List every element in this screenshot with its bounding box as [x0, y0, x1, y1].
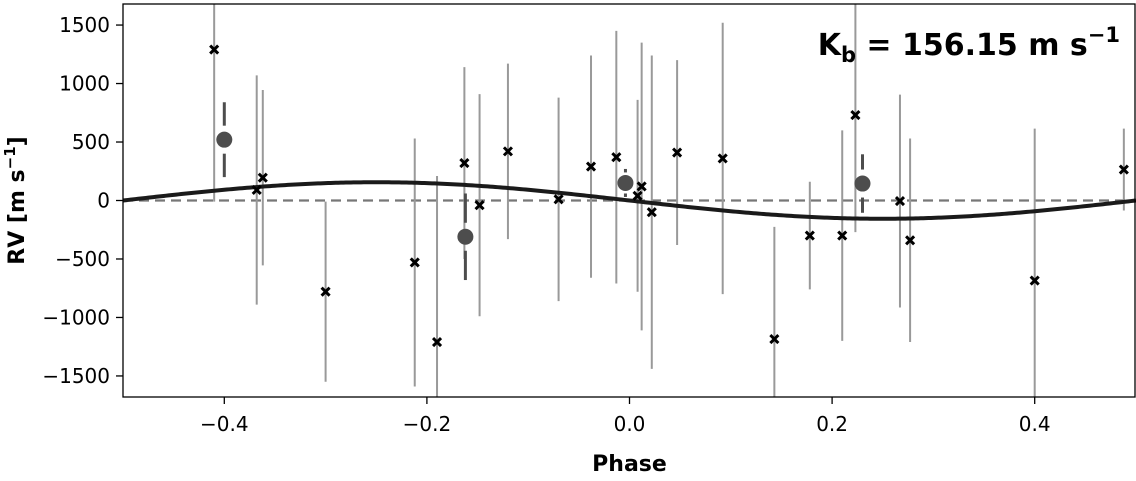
y-tick-label: −1500 [42, 364, 110, 388]
rv-point-stroke [251, 184, 262, 196]
rv-point [251, 184, 262, 196]
y-tick-label: 500 [72, 130, 110, 154]
rv-point-stroke [1118, 164, 1129, 175]
rv-point [905, 235, 916, 246]
x-tick-label: −0.2 [403, 412, 452, 436]
rv-point-stroke [553, 194, 564, 205]
rv-point [320, 286, 331, 297]
rv-point-stroke [409, 257, 420, 268]
rv-point [769, 334, 780, 345]
rv-point [474, 200, 485, 211]
rv-point-stroke [611, 152, 622, 163]
rv-point-stroke [804, 230, 815, 241]
y-tick-label: −500 [55, 247, 110, 271]
rv-point-stroke [894, 196, 906, 207]
rv-point-stroke [850, 110, 861, 121]
rv-point-stroke [502, 146, 514, 157]
rv-point [431, 336, 443, 348]
rv-point-stroke [459, 158, 470, 169]
x-axis: −0.4 −0.2 0.0 0.2 0.4 [200, 397, 1051, 436]
x-tick-label: 0.2 [816, 412, 848, 436]
y-axis-title-exponent: −1 [1, 146, 19, 169]
binned-point [617, 174, 634, 191]
binned-point [457, 228, 474, 245]
binned-point [216, 131, 233, 148]
model-curve [122, 180, 1136, 221]
rv-point-stroke [474, 200, 485, 211]
y-tick-label: 1500 [59, 13, 110, 37]
rv-point-stroke [636, 181, 647, 192]
points-layer [209, 44, 1129, 348]
rv-point [502, 146, 514, 157]
rv-point [257, 172, 268, 183]
rv-point [553, 194, 564, 205]
x-tick-label: 0.4 [1019, 412, 1051, 436]
rv-point [585, 161, 597, 172]
rv-point [717, 153, 728, 164]
binned-point [854, 175, 871, 192]
rv-point [459, 158, 470, 169]
amplitude-annotation: Kb = 156.15 m s−1 [818, 23, 1120, 67]
rv-point [632, 190, 643, 201]
rv-point [636, 181, 647, 192]
rv-point-stroke [672, 147, 683, 158]
x-axis-title: Phase [592, 452, 667, 477]
rv-point-stroke [717, 153, 728, 164]
rv-point [1118, 164, 1129, 175]
rv-point-stroke [632, 190, 643, 201]
rv-point [646, 207, 657, 218]
x-tick-label: −0.4 [200, 412, 249, 436]
rv-point [409, 257, 420, 268]
rv-point [837, 230, 848, 241]
y-axis: 1500 1000 500 0 −500 −1000 −1500 [42, 13, 123, 388]
model-layer [122, 180, 1136, 221]
rv-point-stroke [1029, 275, 1040, 286]
rv-point [850, 110, 861, 121]
rv-point-stroke [585, 161, 597, 172]
rv-point-stroke [257, 172, 268, 183]
y-tick-label: −1000 [42, 305, 110, 329]
rv-point [209, 44, 220, 55]
rv-point [894, 196, 906, 207]
x-tick-label: 0.0 [614, 412, 646, 436]
rv-point-stroke [905, 235, 916, 246]
rv-point-stroke [209, 44, 220, 55]
rv-point [1029, 275, 1040, 286]
rv-point [672, 147, 683, 158]
rv-point-stroke [837, 230, 848, 241]
rv-point [611, 152, 622, 163]
rv-point-stroke [646, 207, 657, 218]
rv-point-stroke [431, 336, 443, 348]
y-tick-label: 1000 [59, 72, 110, 96]
rv-point-stroke [320, 286, 331, 297]
rv-point [804, 230, 815, 241]
rv-point-stroke [769, 334, 780, 345]
y-tick-label: 0 [97, 189, 110, 213]
y-axis-title: RV [m s−1] [1, 136, 30, 264]
